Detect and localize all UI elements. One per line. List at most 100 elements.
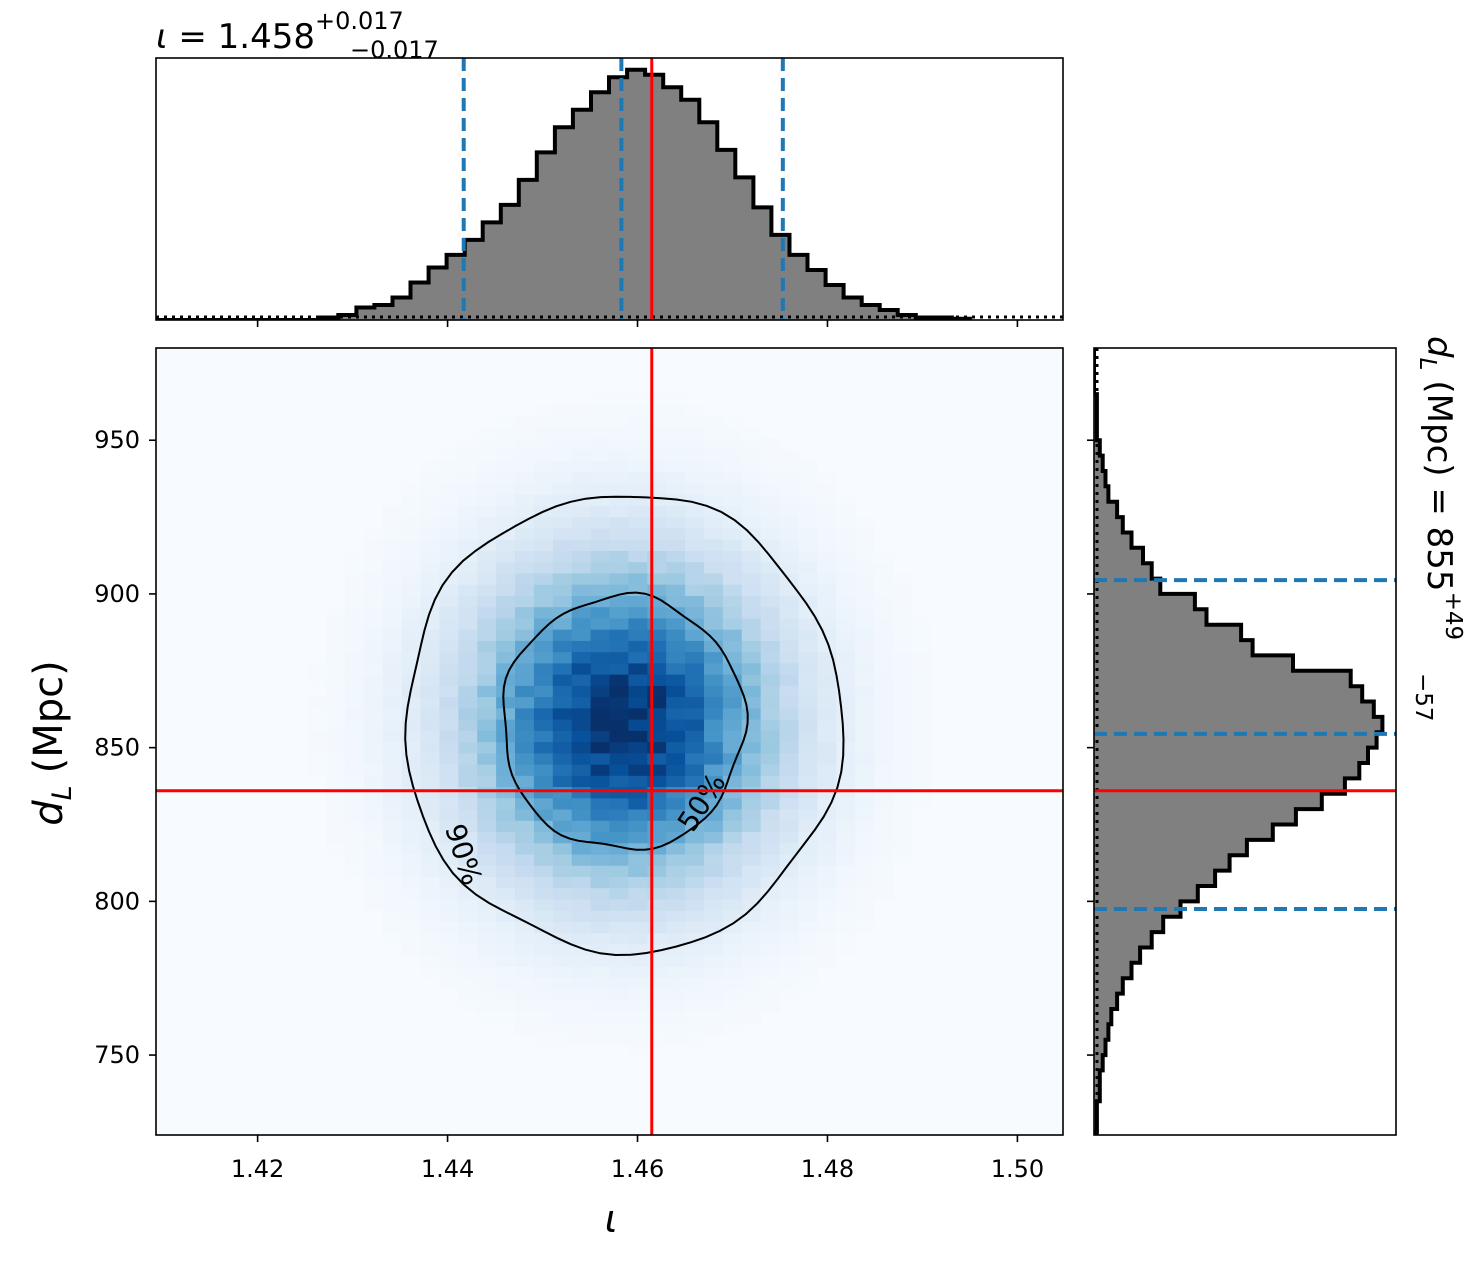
density-cell bbox=[382, 730, 403, 743]
density-cell bbox=[382, 820, 403, 833]
density-cell bbox=[855, 921, 875, 934]
density-cell bbox=[439, 449, 459, 462]
density-cell bbox=[628, 707, 648, 720]
density-cell bbox=[760, 932, 781, 945]
density-cell bbox=[382, 707, 403, 720]
density-cell bbox=[836, 842, 856, 855]
density-cell bbox=[666, 730, 686, 743]
density-cell bbox=[666, 426, 686, 439]
density-cell bbox=[515, 707, 535, 720]
density-cell bbox=[326, 763, 346, 776]
density-cell bbox=[685, 966, 705, 979]
y-tick-label: 950 bbox=[94, 426, 140, 454]
density-cell bbox=[741, 752, 762, 765]
density-cell bbox=[590, 1011, 611, 1024]
density-cell bbox=[874, 707, 894, 720]
density-cell bbox=[892, 651, 913, 664]
density-cell bbox=[722, 426, 743, 439]
y-axis-label-sub: L bbox=[47, 785, 78, 800]
density-cell bbox=[609, 707, 629, 720]
density-cell bbox=[401, 561, 422, 574]
density-cell bbox=[666, 685, 686, 698]
density-cell bbox=[609, 527, 629, 540]
density-cell bbox=[836, 584, 856, 596]
density-cell bbox=[382, 887, 403, 900]
density-cell bbox=[496, 550, 516, 563]
density-cell bbox=[741, 943, 762, 956]
density-cell bbox=[401, 910, 422, 922]
density-cell bbox=[892, 797, 913, 810]
density-cell bbox=[609, 797, 629, 810]
density-cell bbox=[647, 988, 667, 1001]
density-cell bbox=[760, 460, 781, 473]
density-cell bbox=[552, 741, 573, 754]
density-cell bbox=[911, 696, 932, 709]
density-cell bbox=[741, 629, 762, 641]
density-cell bbox=[892, 808, 913, 821]
density-cell bbox=[855, 786, 875, 799]
density-cell bbox=[628, 808, 648, 821]
density-cell bbox=[779, 988, 800, 1001]
density-cell bbox=[741, 921, 762, 934]
density-cell bbox=[685, 505, 705, 518]
density-cell bbox=[798, 921, 818, 934]
density-cell bbox=[496, 437, 516, 450]
density-cell bbox=[571, 572, 592, 585]
density-cell bbox=[855, 550, 875, 563]
density-cell bbox=[609, 572, 629, 585]
density-cell bbox=[647, 437, 667, 450]
density-cell bbox=[363, 730, 384, 743]
density-cell bbox=[703, 921, 724, 934]
density-cell bbox=[590, 539, 611, 551]
density-cell bbox=[647, 808, 667, 821]
density-cell bbox=[703, 853, 724, 866]
density-cell bbox=[703, 629, 724, 641]
density-cell bbox=[533, 808, 554, 821]
density-cell bbox=[609, 786, 629, 799]
density-cell bbox=[363, 741, 384, 754]
density-cell bbox=[590, 685, 611, 698]
density-cell bbox=[590, 392, 611, 405]
density-cell bbox=[401, 494, 422, 506]
density-cell bbox=[363, 550, 384, 563]
density-cell bbox=[741, 449, 762, 462]
density-cell bbox=[552, 595, 573, 608]
density-cell bbox=[458, 797, 478, 810]
density-cell bbox=[344, 808, 365, 821]
density-cell bbox=[326, 842, 346, 855]
density-cell bbox=[836, 741, 856, 754]
density-cell bbox=[779, 752, 800, 765]
dl-title-median: 855 bbox=[1419, 527, 1459, 592]
density-cell bbox=[666, 651, 686, 664]
density-cell bbox=[760, 865, 781, 878]
density-cell bbox=[741, 494, 762, 506]
density-cell bbox=[344, 561, 365, 574]
density-cell bbox=[798, 471, 818, 484]
density-cell bbox=[571, 550, 592, 563]
iota-title-err-plus: +0.017 bbox=[315, 7, 404, 35]
density-cell bbox=[760, 876, 781, 889]
density-cell bbox=[647, 966, 667, 979]
density-cell bbox=[496, 910, 516, 922]
density-cell bbox=[892, 572, 913, 585]
density-cell bbox=[722, 966, 743, 979]
density-cell bbox=[628, 494, 648, 506]
density-cell bbox=[458, 685, 478, 698]
density-cell bbox=[892, 696, 913, 709]
density-cell bbox=[477, 887, 497, 900]
density-cell bbox=[628, 415, 648, 428]
density-cell bbox=[874, 775, 894, 788]
density-cell bbox=[779, 674, 800, 686]
density-cell bbox=[647, 1000, 667, 1012]
density-cell bbox=[874, 696, 894, 709]
density-cell bbox=[382, 786, 403, 799]
density-cell bbox=[439, 966, 459, 979]
density-cell bbox=[439, 527, 459, 540]
density-cell bbox=[703, 707, 724, 720]
density-cell bbox=[798, 786, 818, 799]
density-cell bbox=[439, 460, 459, 473]
density-cell bbox=[628, 763, 648, 776]
density-cell bbox=[590, 437, 611, 450]
density-cell bbox=[741, 988, 762, 1001]
density-cell bbox=[817, 584, 837, 596]
